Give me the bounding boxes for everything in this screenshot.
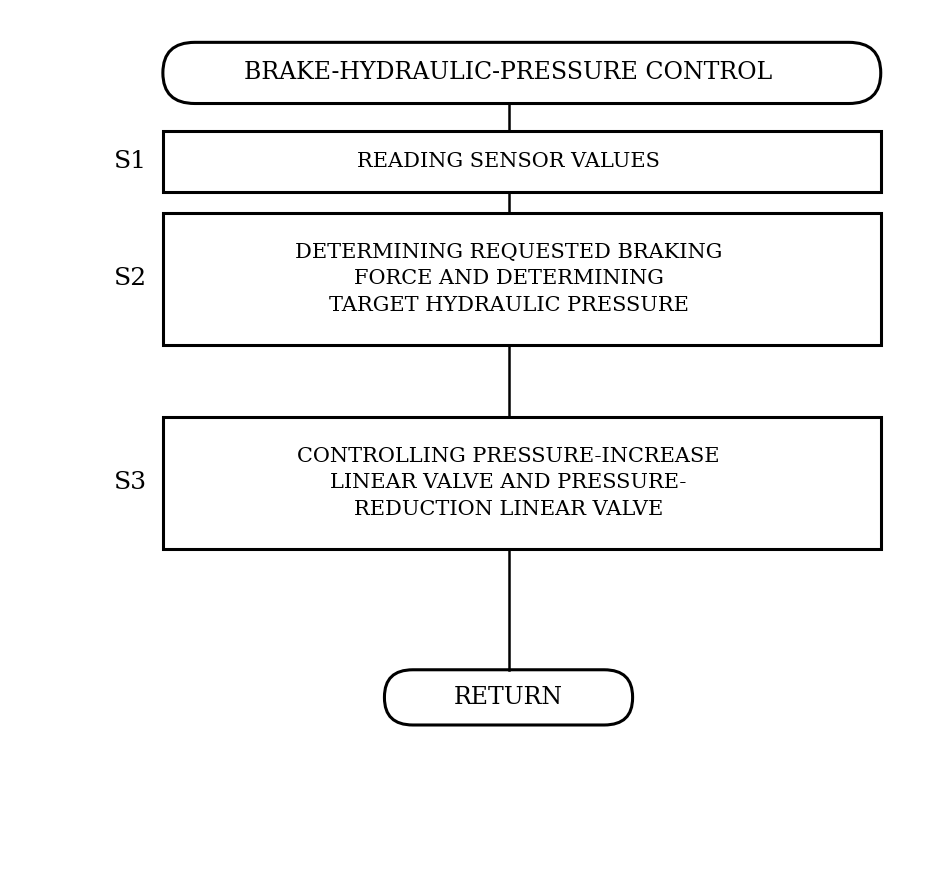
Text: DETERMINING REQUESTED BRAKING
FORCE AND DETERMINING
TARGET HYDRAULIC PRESSURE: DETERMINING REQUESTED BRAKING FORCE AND … <box>294 243 722 315</box>
FancyBboxPatch shape <box>163 42 880 104</box>
Text: S2: S2 <box>113 267 147 290</box>
Text: READING SENSOR VALUES: READING SENSOR VALUES <box>357 152 660 171</box>
Text: RETURN: RETURN <box>453 686 563 709</box>
FancyBboxPatch shape <box>384 670 632 725</box>
Text: CONTROLLING PRESSURE-INCREASE
LINEAR VALVE AND PRESSURE-
REDUCTION LINEAR VALVE: CONTROLLING PRESSURE-INCREASE LINEAR VAL… <box>297 447 719 519</box>
Text: S1: S1 <box>114 150 147 173</box>
Text: BRAKE-HYDRAULIC-PRESSURE CONTROL: BRAKE-HYDRAULIC-PRESSURE CONTROL <box>244 61 772 84</box>
Text: S3: S3 <box>113 472 147 495</box>
FancyBboxPatch shape <box>163 131 880 192</box>
FancyBboxPatch shape <box>163 213 880 345</box>
FancyBboxPatch shape <box>163 417 880 549</box>
